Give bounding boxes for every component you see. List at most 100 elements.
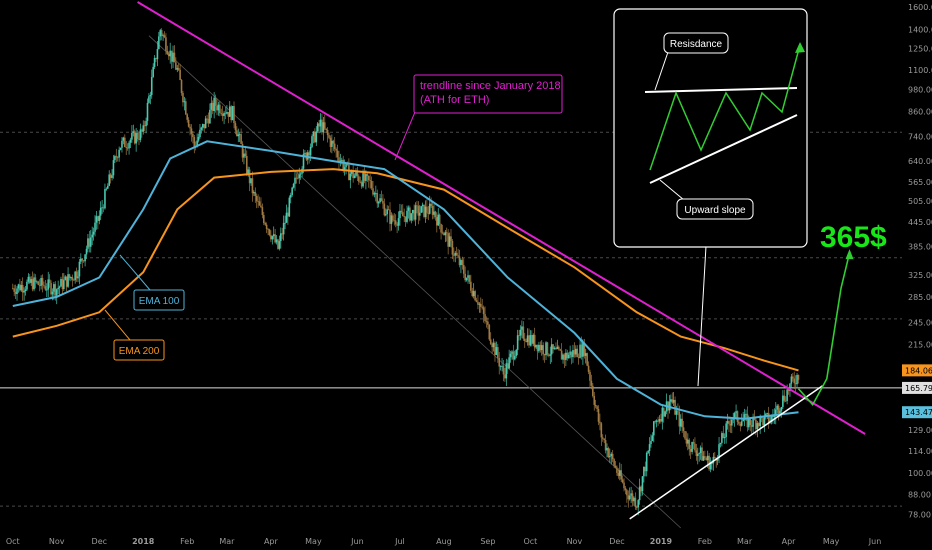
- candle-up: [726, 421, 729, 424]
- candle-down: [224, 112, 227, 114]
- candle-up: [377, 202, 380, 204]
- candle-down: [791, 376, 794, 379]
- candle-up: [209, 109, 211, 124]
- candle-up: [687, 439, 689, 444]
- candle-up: [672, 399, 675, 403]
- candle-down: [336, 150, 339, 158]
- candle-up: [200, 127, 203, 130]
- candle-down: [382, 200, 384, 204]
- candle-down: [190, 128, 193, 134]
- y-tick-label: 114.00: [908, 447, 932, 456]
- x-tick-label: Feb: [698, 537, 712, 546]
- y-tick-label: 860.00: [908, 107, 932, 116]
- candle-down: [620, 470, 622, 480]
- candle-up: [384, 214, 387, 216]
- candle-up: [228, 106, 231, 117]
- candle-down: [68, 274, 71, 279]
- candle-down: [576, 348, 579, 358]
- candle-up: [628, 495, 631, 500]
- candle-up: [772, 416, 774, 418]
- candle-down: [136, 132, 139, 139]
- candle-down: [251, 178, 254, 194]
- x-tick-label: May: [823, 537, 840, 546]
- candle-up: [638, 486, 641, 501]
- candle-up: [679, 418, 682, 427]
- candle-down: [546, 342, 549, 355]
- candle-up: [47, 279, 50, 290]
- candle-down: [180, 80, 183, 93]
- candle-down: [593, 395, 596, 405]
- candle-up: [284, 222, 286, 224]
- candle-up: [763, 415, 766, 426]
- candle-up: [567, 354, 570, 359]
- candle-down: [124, 137, 126, 147]
- candle-down: [170, 50, 173, 62]
- candle-down: [455, 252, 458, 256]
- candle-up: [633, 497, 635, 502]
- candle-down: [573, 350, 576, 355]
- candle-down: [468, 275, 471, 282]
- candle-up: [243, 153, 245, 158]
- candle-down: [431, 206, 434, 215]
- y-tick-label: 980.00: [908, 85, 932, 94]
- candle-up: [64, 276, 67, 281]
- candle-up: [575, 348, 577, 355]
- candle-up: [650, 440, 652, 445]
- candle-up: [196, 140, 198, 147]
- candle-down: [464, 273, 466, 281]
- candle-up: [53, 284, 55, 292]
- ema100-pointer: [119, 254, 151, 291]
- candle-down: [335, 148, 337, 151]
- candle-down: [265, 224, 268, 229]
- candle-down: [207, 118, 210, 124]
- candle-down: [583, 342, 586, 356]
- candle-down: [488, 324, 491, 340]
- candle-up: [647, 450, 649, 453]
- x-tick-label: May: [305, 537, 322, 546]
- candle-down: [678, 411, 681, 427]
- candle-down: [401, 212, 404, 217]
- candle-down: [400, 210, 403, 213]
- candle-up: [298, 174, 301, 179]
- candle-down: [393, 220, 396, 222]
- candle-down: [323, 122, 326, 129]
- candle-down: [681, 418, 683, 428]
- candle-down: [387, 209, 390, 211]
- candle-down: [560, 350, 563, 360]
- candle-up: [535, 344, 537, 348]
- candle-up: [57, 287, 59, 290]
- candle-up: [508, 357, 510, 369]
- candle-up: [645, 452, 648, 472]
- y-tick-label: 88.00: [908, 490, 931, 499]
- candle-down: [722, 433, 725, 439]
- candle-down: [423, 204, 425, 217]
- candle-up: [675, 410, 678, 415]
- y-tick-label: 1250.00: [908, 45, 932, 54]
- candle-down: [684, 431, 686, 439]
- candle-up: [492, 342, 495, 348]
- candle-up: [111, 175, 113, 178]
- candle-down: [367, 175, 370, 181]
- candle-down: [470, 281, 472, 291]
- candle-down: [739, 423, 742, 426]
- candle-up: [105, 188, 108, 190]
- candle-down: [674, 399, 676, 415]
- x-tick-label: Mar: [219, 537, 235, 546]
- candle-down: [589, 371, 591, 381]
- candle-up: [609, 456, 611, 458]
- candle-down: [596, 406, 598, 410]
- candle-up: [661, 407, 664, 422]
- candle-up: [24, 289, 27, 291]
- candle-up: [291, 187, 293, 196]
- candle-down: [695, 450, 698, 456]
- x-tick-label: Jun: [350, 537, 364, 546]
- y-tick-label: 740.00: [908, 133, 932, 142]
- candle-up: [119, 147, 122, 150]
- candle-up: [343, 167, 346, 170]
- candle-down: [793, 378, 796, 384]
- candle-up: [390, 215, 393, 224]
- candle-up: [101, 207, 103, 209]
- candle-down: [165, 37, 167, 51]
- candle-down: [611, 453, 614, 460]
- candle-down: [409, 207, 411, 221]
